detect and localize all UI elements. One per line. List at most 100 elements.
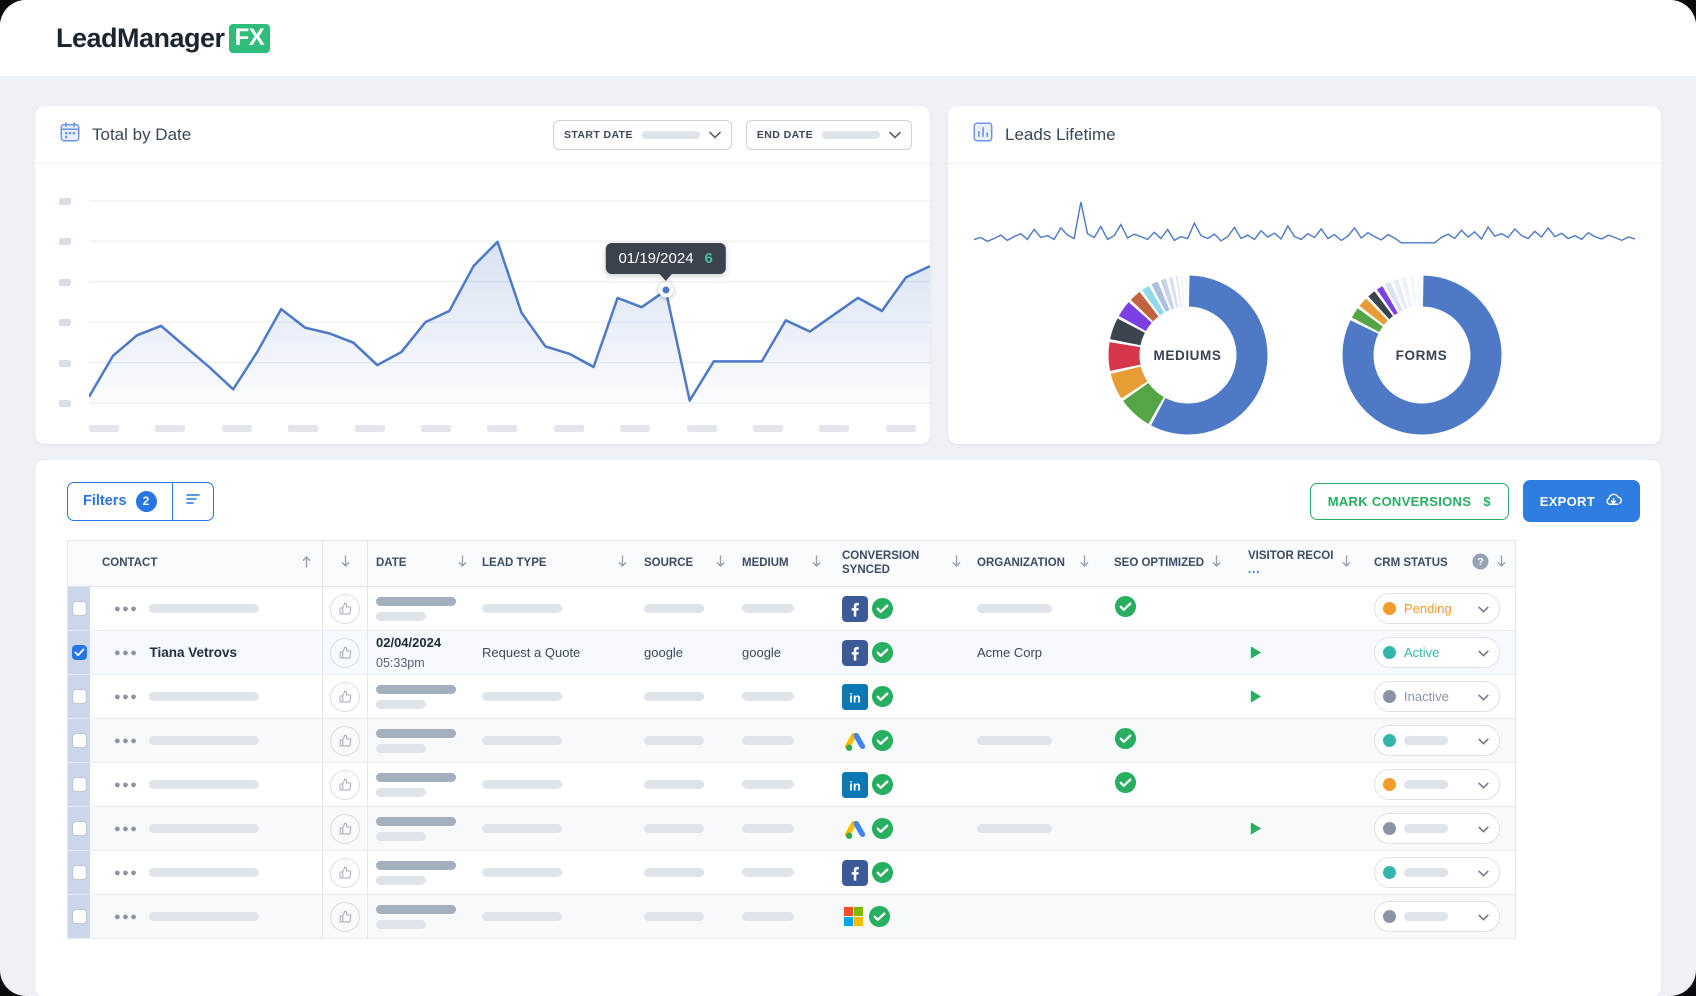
thumbs-up-button[interactable] — [330, 857, 360, 888]
column-header-lead-type[interactable]: LEAD TYPE — [478, 541, 638, 586]
medium-cell-placeholder — [742, 824, 794, 833]
table-row[interactable]: ●●● — [68, 807, 1515, 851]
highlighted-data-point[interactable] — [658, 282, 674, 298]
table-row[interactable]: ●●● Pending — [68, 587, 1515, 631]
thumbs-up-button[interactable] — [330, 813, 360, 844]
like-cell — [322, 675, 368, 718]
lead-type-cell — [478, 851, 638, 894]
row-checkbox[interactable] — [71, 865, 87, 880]
thumbs-up-button[interactable] — [330, 593, 360, 624]
mark-conversions-button[interactable]: MARK CONVERSIONS $ — [1309, 482, 1509, 520]
visitor-play-button[interactable] — [1248, 645, 1263, 660]
donut-slice-primary — [1342, 275, 1501, 435]
date-placeholder — [376, 904, 456, 929]
seo-optimized-cell — [1100, 851, 1232, 894]
row-menu-dots[interactable]: ●●● — [114, 734, 139, 747]
sort-down-icon — [1341, 555, 1352, 572]
filters-button-main[interactable]: Filters 2 — [68, 483, 172, 520]
row-checkbox[interactable] — [71, 777, 87, 792]
row-menu-dots[interactable]: ●●● — [114, 646, 139, 659]
crm-status-dropdown[interactable] — [1374, 813, 1500, 844]
row-checkbox[interactable] — [71, 909, 87, 924]
column-header-medium[interactable]: MEDIUM — [736, 541, 832, 586]
column-header-conversion-synced[interactable]: CONVERSION SYNCED — [832, 541, 972, 586]
column-header-organization[interactable]: ORGANIZATION — [972, 541, 1100, 586]
table-row[interactable]: ●●● in Inactive — [68, 675, 1515, 719]
row-menu-dots[interactable]: ●●● — [114, 690, 139, 703]
contact-cell: ●●● — [90, 587, 322, 630]
top-navbar: LeadManager FX — [0, 0, 1696, 76]
contact-cell: ●●● — [90, 895, 322, 938]
column-header-visitor-recoi[interactable]: VISITOR RECOI ... — [1232, 541, 1362, 586]
source-cell-placeholder — [644, 604, 704, 613]
source-cell-placeholder — [644, 780, 704, 789]
column-header-date[interactable]: DATE — [368, 541, 478, 586]
crm-status-dropdown[interactable]: Active — [1374, 637, 1500, 668]
thumbs-up-button[interactable] — [330, 725, 360, 756]
row-menu-dots[interactable]: ●●● — [114, 822, 139, 835]
cloud-download-icon — [1604, 490, 1623, 512]
filters-button[interactable]: Filters 2 — [67, 481, 214, 521]
table-row[interactable]: ●●● — [68, 895, 1515, 939]
row-checkbox[interactable] — [71, 689, 87, 704]
column-header-contact[interactable]: CONTACT — [90, 541, 322, 586]
end-date-dropdown[interactable]: END DATE — [745, 119, 912, 150]
crm-status-cell — [1362, 851, 1517, 894]
table-row[interactable]: ●●● — [68, 851, 1515, 895]
medium-cell-placeholder — [742, 868, 794, 877]
lead-type-cell-placeholder — [482, 868, 562, 877]
crm-status-dropdown[interactable] — [1374, 769, 1500, 800]
status-label: Inactive — [1404, 689, 1449, 704]
lead-type-cell-placeholder — [482, 736, 562, 745]
seo-optimized-cell — [1100, 895, 1232, 938]
table-row[interactable]: ●●● — [68, 719, 1515, 763]
synced-check-icon — [871, 641, 894, 664]
leads-table-card: Filters 2 MARK CONVERSIONS $ EXPORT — [35, 460, 1661, 996]
table-header-checkbox-cell — [68, 541, 90, 586]
row-checkbox[interactable] — [71, 733, 87, 748]
row-checkbox[interactable] — [71, 821, 87, 836]
column-header-source[interactable]: SOURCE — [638, 541, 736, 586]
crm-status-dropdown[interactable]: Inactive — [1374, 681, 1500, 712]
row-checkbox-cell — [68, 587, 90, 630]
visitor-play-button[interactable] — [1248, 821, 1263, 836]
thumbs-up-button[interactable] — [330, 637, 360, 668]
row-menu-dots[interactable]: ●●● — [114, 866, 139, 879]
visitor-play-button[interactable] — [1248, 689, 1263, 704]
start-date-dropdown[interactable]: START DATE — [552, 119, 732, 150]
organization-value: Acme Corp — [977, 645, 1043, 660]
row-checkbox[interactable] — [71, 601, 87, 616]
thumbs-up-button[interactable] — [330, 901, 360, 932]
sort-down-icon — [617, 555, 628, 572]
row-menu-dots[interactable]: ●●● — [114, 602, 139, 615]
filter-lines-button[interactable] — [171, 482, 213, 520]
date-cell — [368, 587, 478, 630]
crm-status-dropdown[interactable] — [1374, 901, 1500, 932]
crm-status-dropdown[interactable] — [1374, 857, 1500, 888]
lead-type-cell — [478, 675, 638, 718]
lead-type-cell: Request a Quote — [478, 631, 638, 674]
microsoft-icon — [842, 905, 865, 928]
chart-tooltip: 01/19/2024 6 — [605, 243, 726, 275]
mark-conversions-label: MARK CONVERSIONS — [1327, 493, 1472, 509]
column-header-crm-status[interactable]: CRM STATUS? — [1362, 541, 1517, 586]
y-axis-tick-placeholder — [59, 319, 71, 327]
crm-status-dropdown[interactable]: Pending — [1374, 593, 1500, 624]
medium-cell-placeholder — [742, 780, 794, 789]
row-menu-dots[interactable]: ●●● — [114, 778, 139, 791]
x-axis-label-placeholder — [354, 425, 385, 432]
row-checkbox[interactable] — [71, 645, 87, 660]
column-label: ORGANIZATION — [977, 556, 1065, 569]
table-row[interactable]: ●●● in — [68, 763, 1515, 807]
thumbs-up-button[interactable] — [330, 769, 360, 800]
thumbs-up-button[interactable] — [330, 681, 360, 712]
row-menu-dots[interactable]: ●●● — [114, 910, 139, 923]
table-row[interactable]: ●●● Tiana Vetrovs 02/04/2024 05:33pm Request… — [68, 631, 1515, 675]
export-button[interactable]: EXPORT — [1522, 480, 1640, 522]
medium-cell-placeholder — [742, 736, 794, 745]
crm-status-dropdown[interactable] — [1374, 725, 1500, 756]
organization-cell: Acme Corp — [972, 631, 1100, 674]
donut-slice-steel-light — [1160, 278, 1175, 310]
column-header-seo-optimized[interactable]: SEO OPTIMIZED — [1100, 541, 1232, 586]
chevron-down-icon — [1478, 864, 1489, 882]
